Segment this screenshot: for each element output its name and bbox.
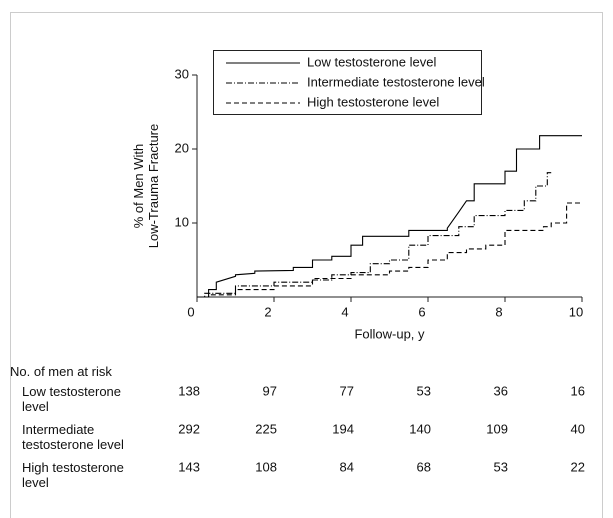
risk-count: 22 — [571, 459, 585, 474]
risk-table-title: No. of men at risk — [10, 364, 112, 379]
x-tick-label: 6 — [418, 304, 425, 319]
risk-count: 194 — [332, 421, 354, 436]
x-tick-label: 0 — [187, 304, 194, 319]
risk-row-label: Intermediate testosterone level — [22, 422, 124, 452]
risk-row-label: Low testosterone level — [22, 384, 122, 414]
y-axis-label: % of Men With Low-Trauma Fracture — [131, 123, 161, 249]
risk-count: 138 — [178, 383, 200, 398]
risk-count: 143 — [178, 459, 200, 474]
x-tick-label: 2 — [264, 304, 271, 319]
risk-count: 16 — [571, 383, 585, 398]
legend-box — [213, 50, 482, 115]
risk-count: 108 — [255, 459, 277, 474]
x-tick-label: 10 — [569, 304, 583, 319]
risk-count: 84 — [340, 459, 354, 474]
risk-row-label: High testosterone level — [22, 460, 124, 490]
y-tick-label: 30 — [175, 66, 189, 81]
risk-count: 97 — [263, 383, 277, 398]
x-axis-label: Follow-up, y — [354, 326, 425, 341]
risk-count: 36 — [494, 383, 508, 398]
legend-label: High testosterone level — [307, 94, 439, 109]
series-line — [197, 202, 582, 298]
y-tick-label: 10 — [175, 214, 189, 229]
legend-label: Intermediate testosterone level — [307, 74, 485, 89]
series-line — [197, 172, 552, 298]
risk-count: 109 — [486, 421, 508, 436]
risk-count: 53 — [494, 459, 508, 474]
risk-count: 77 — [340, 383, 354, 398]
risk-count: 68 — [417, 459, 431, 474]
risk-count: 40 — [571, 421, 585, 436]
series-line — [197, 135, 582, 298]
risk-count: 292 — [178, 421, 200, 436]
risk-count: 140 — [409, 421, 431, 436]
risk-count: 53 — [417, 383, 431, 398]
risk-count: 225 — [255, 421, 277, 436]
legend-label: Low testosterone level — [307, 54, 436, 69]
y-tick-label: 20 — [175, 140, 189, 155]
x-tick-label: 8 — [495, 304, 502, 319]
frame — [10, 12, 603, 518]
x-tick-label: 4 — [341, 304, 348, 319]
